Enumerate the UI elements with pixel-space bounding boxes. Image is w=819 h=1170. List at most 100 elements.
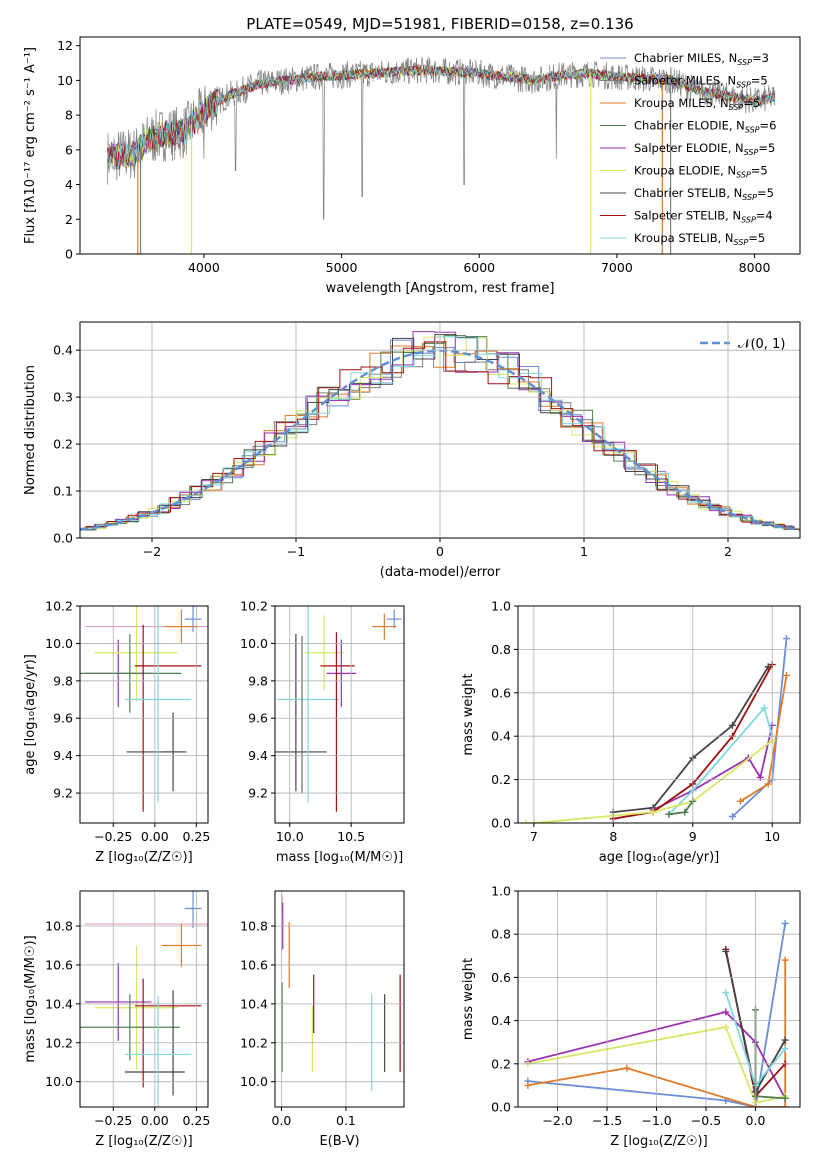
spectrum-legend-label-6: Chabrier STELIB, NSSP=5 [634,186,774,202]
massweight_vs_Z-xtick-label: −2.0 [542,1113,572,1128]
spectrum-model-line-8 [107,66,776,169]
age_vs_Z-ytick-label: 10.2 [45,599,73,614]
residual-histogram-2 [80,345,794,531]
age_vs_Z-ytick-label: 9.8 [53,673,73,688]
massweight_vs_Z-xtick-label: −1.0 [641,1113,671,1128]
mass_vs_EBV-xtick-label: 0.1 [336,1113,356,1128]
residuals-frame [79,321,801,539]
spectrum-legend-count: =5 [757,186,774,200]
spectrum-legend-label-4: Salpeter ELODIE, NSSP=5 [634,141,775,157]
spectrum-plot-area [107,56,776,254]
massweight_vs_Z-ytick-label: 0.0 [491,1100,511,1115]
spectrum-ytick-label: 12 [57,38,73,53]
massweight_vs_age-plot-area [522,635,790,823]
spectrum-frame [79,36,801,255]
massweight_vs_Z-series-line-0 [527,923,787,1107]
massweight_vs_age-ylabel: mass weight [461,673,476,755]
mass_vs_EBV-ytick-label: 10.6 [240,957,268,972]
spectrum-legend-subscript: SSP [736,171,751,180]
age_vs_Z-ytick-label: 10.0 [45,636,73,651]
spectrum-xtick-label: 5000 [326,260,358,275]
age_vs_Z-ylabel: age [log₁₀(age/yr)] [23,654,38,775]
spectrum-model-line-7 [107,64,776,169]
massweight_vs_age-point-0-0 [728,812,736,820]
spectrum-legend-subscript: SSP [741,216,756,225]
massweight_vs_age-point-0-2 [782,635,790,643]
residuals-ytick-label: 0.1 [53,484,73,499]
residuals-legend-label: 𝒩(0, 1) [738,337,785,352]
massweight_vs_age-xtick-label: 8 [609,829,617,844]
massweight_vs_Z-xtick-label: −1.5 [592,1113,622,1128]
spectrum-ylabel: Flux [fλ10⁻¹⁷ erg cm⁻² s⁻¹ A⁻¹] [23,47,38,244]
spectrum-legend-count: =3 [752,51,769,65]
massweight_vs_Z-point-6-2 [781,1045,789,1053]
spectrum-legend-count: =5 [743,96,760,110]
spectrum-legend-label-0: Chabrier MILES, NSSP=3 [634,51,769,67]
spectrum-xtick-label: 7000 [601,260,633,275]
age_vs_mass-xtick-label: 10.5 [337,829,365,844]
mass_vs_Z-frame [79,890,209,1108]
age_vs_mass-ytick-label: 9.2 [248,786,268,801]
mass_vs_Z-xlabel: Z [log₁₀(Z/Z☉)] [95,1134,192,1149]
age_vs_Z-frame [79,605,209,824]
massweight_vs_Z-point-1-3 [781,1103,789,1107]
massweight_vs_age-point-7-1 [681,808,689,816]
age_vs_Z-xlabel: Z [log₁₀(Z/Z☉)] [95,850,192,865]
spectrum-legend-subscript: SSP [729,103,744,112]
age_vs_mass-ytick-label: 9.4 [248,748,268,763]
age_vs_Z-ytick-label: 9.6 [53,711,73,726]
mass_vs_Z-xtick-label: 0.25 [182,1113,210,1128]
massweight_vs_Z-ytick-label: 1.0 [491,884,511,899]
massweight_vs_age-ytick-label: 0.8 [491,642,511,657]
massweight_vs_age-xtick-label: 9 [689,829,697,844]
massweight_vs_age-point-1-0 [736,797,744,805]
mass_vs_Z-xtick-label: −0.25 [94,1113,132,1128]
spectrum-legend-subscript: SSP [737,58,752,67]
massweight_vs_age-ytick-label: 1.0 [491,599,511,614]
mass_vs_EBV-plot-area [281,894,401,1092]
mass_vs_EBV-xlabel: E(B-V) [319,1134,359,1149]
spectrum-legend-count: =6 [760,119,777,133]
massweight_vs_Z-frame [517,890,801,1108]
massweight_vs_age-ytick-label: 0.4 [491,729,511,744]
massweight_vs_age-ytick-label: 0.0 [491,816,511,831]
massweight_vs_age-point-7-0 [665,810,673,818]
massweight_vs_age-ytick-label: 0.2 [491,772,511,787]
massweight_vs_age-point-1-2 [782,671,790,679]
age_vs_mass-xlabel: mass [log₁₀(M/M☉)] [276,850,403,865]
massweight_vs_age-frame [517,605,801,824]
massweight_vs_Z-point-2-1 [722,1008,730,1016]
residuals-xtick-label: 2 [724,544,732,559]
mass_vs_Z-plot-area [80,891,208,1107]
massweight_vs_Z-point-0-3 [781,919,789,927]
residuals-xtick-label: 1 [580,544,588,559]
massweight_vs_Z-point-5-2 [781,1036,789,1044]
massweight_vs_age-point-2-3 [728,721,736,729]
massweight_vs_Z-xtick-label: −0.5 [691,1113,721,1128]
residuals-ytick-label: 0.2 [53,437,73,452]
age_vs_Z-xtick-label: 0.25 [182,829,210,844]
residuals-ylabel: Normed distribution [23,365,38,495]
massweight_vs_Z-point-1-4 [781,956,789,964]
residual-histogram-4 [80,331,795,529]
residual-histogram-8 [80,336,796,530]
residuals-xtick-label: 0 [436,544,444,559]
massweight_vs_age-point-1-1 [764,780,772,788]
massweight_vs_Z-point-1-1 [623,1064,631,1072]
mass_vs_EBV-ytick-label: 10.8 [240,919,268,934]
massweight_vs_Z-series-line-1 [527,960,787,1107]
spectrum-legend-count: =5 [758,141,775,155]
massweight_vs_Z-point-7-2 [781,1094,789,1102]
residuals-ytick-label: 0.3 [53,390,73,405]
mass_vs_EBV-ytick-label: 10.0 [240,1074,268,1089]
age_vs_mass-ytick-label: 10.2 [240,599,268,614]
spectrum-xtick-label: 8000 [739,260,771,275]
massweight_vs_age-xtick-label: 7 [530,829,538,844]
spectrum-xtick-label: 4000 [188,260,220,275]
massweight_vs_Z-ytick-label: 0.8 [491,927,511,942]
age_vs_mass-ytick-label: 9.6 [248,711,268,726]
residuals-ytick-label: 0.0 [53,531,73,546]
age_vs_mass-frame [274,605,405,824]
spectrum-legend-label-7: Salpeter STELIB, NSSP=4 [634,209,773,225]
mass_vs_Z-ytick-label: 10.0 [45,1074,73,1089]
